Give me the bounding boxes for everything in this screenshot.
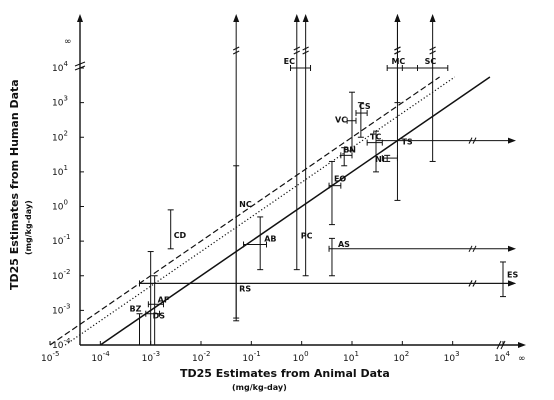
horizontal-break [468, 280, 477, 287]
y-axis-label: TD25 Estimates from Human Data [8, 79, 21, 290]
horizontal-break [468, 137, 477, 144]
point-label: NC [239, 200, 252, 209]
x-tick-label: 103 [444, 350, 460, 364]
point-label: TS [401, 138, 412, 147]
point-label: ES [507, 270, 518, 279]
x-tick-label: 10-1 [242, 350, 260, 364]
x-axis-units: (mg/kg-day) [232, 383, 287, 392]
y-tick-label: 10-3 [52, 302, 70, 316]
point-label: BZ [130, 305, 142, 314]
point-label: CS [359, 102, 371, 111]
data-point-sc: SC [401, 14, 449, 162]
point-label: MC [391, 57, 405, 66]
data-point-bn: BN [340, 145, 356, 167]
horizontal-break [468, 245, 477, 253]
vertical-break [293, 46, 301, 55]
data-point-vc: VC [335, 91, 357, 152]
vertical-arrow [293, 14, 300, 22]
point-label: SC [425, 57, 437, 66]
reference-lines [49, 76, 491, 346]
y-tick-label: 104 [52, 60, 68, 74]
vertical-break [394, 46, 401, 55]
x-tick-label: 101 [343, 350, 359, 364]
x-tick-label: 10-5 [41, 350, 59, 364]
data-point-cs: CS [355, 102, 371, 138]
x-tick-label: 10-3 [142, 350, 160, 364]
data-point-eo: EO [328, 160, 346, 226]
data-point-af: AF [147, 275, 170, 346]
data-point-ec: EC [284, 14, 312, 277]
point-label: DS [153, 312, 166, 321]
point-label: CD [174, 231, 187, 240]
x-tick-label: 10-4 [91, 350, 110, 364]
y-tick-label: 10-4 [52, 337, 71, 351]
point-label: EO [334, 175, 346, 184]
y-infinity-label: ∞ [64, 37, 72, 47]
horizontal-arrow [508, 280, 516, 287]
x-tick-label: 10-2 [192, 350, 210, 364]
vertical-arrow [394, 14, 401, 22]
point-label: RS [239, 284, 251, 293]
x-infinity-label: ∞ [518, 354, 526, 364]
y-tick-label: 101 [52, 164, 68, 178]
x-tick-label: 100 [293, 350, 309, 364]
y-tick-label: 100 [52, 199, 68, 213]
y-axis-arrow [77, 14, 83, 22]
reference-line-dashed [49, 76, 440, 346]
point-label: VC [335, 116, 347, 125]
y-tick-label: 10-2 [52, 268, 70, 282]
data-point-nc: NC [233, 165, 252, 322]
vertical-arrow [233, 14, 240, 22]
vertical-break [232, 46, 240, 55]
vertical-break [302, 46, 309, 55]
data-point-pc: PC [293, 14, 313, 271]
point-label: PC [301, 232, 313, 241]
y-tick-label: 103 [52, 95, 68, 109]
data-point-bz: BZ [130, 305, 143, 346]
point-label: EC [284, 57, 295, 66]
horizontal-arrow [508, 245, 516, 252]
point-label: NI [375, 155, 385, 164]
data-point-mc: MC [386, 14, 418, 104]
x-axis-arrow [518, 342, 526, 348]
data-point-ni: NI [375, 154, 398, 164]
point-label: AB [264, 234, 276, 243]
x-axis-label: TD25 Estimates from Animal Data [180, 367, 390, 380]
reference-line-dotted [64, 76, 456, 346]
point-label: BN [343, 145, 356, 154]
data-point-es: ES [139, 261, 518, 298]
vertical-break [429, 46, 436, 55]
x-tick-label: 102 [393, 350, 409, 364]
ticks: 10-5 10-4 10-3 10-2 10-1 100 101 102 103 10410-41… [41, 60, 510, 364]
data-point-cd: CD [167, 209, 187, 250]
y-axis-units: (mg/kg-day) [24, 200, 33, 255]
reference-line-solid [99, 76, 491, 346]
y-tick-label: 102 [52, 129, 68, 143]
data-points: BZ DS AF CD RS NC AB PC EC AS EO BN VC CS TC NI TS MC SC ES [130, 14, 518, 346]
point-label: TC [370, 133, 381, 142]
x-tick-label: 104 [494, 350, 510, 364]
data-point-as: AS [328, 237, 516, 277]
vertical-arrow [302, 14, 309, 22]
data-point-tc: TC [366, 130, 383, 173]
point-label: AS [338, 240, 350, 249]
vertical-arrow [429, 14, 436, 22]
point-label: AF [158, 295, 170, 304]
y-tick-label: 10-1 [52, 233, 70, 247]
data-point-rs: RS [139, 14, 516, 319]
data-point-ab: AB [243, 216, 276, 271]
horizontal-arrow [508, 137, 516, 144]
